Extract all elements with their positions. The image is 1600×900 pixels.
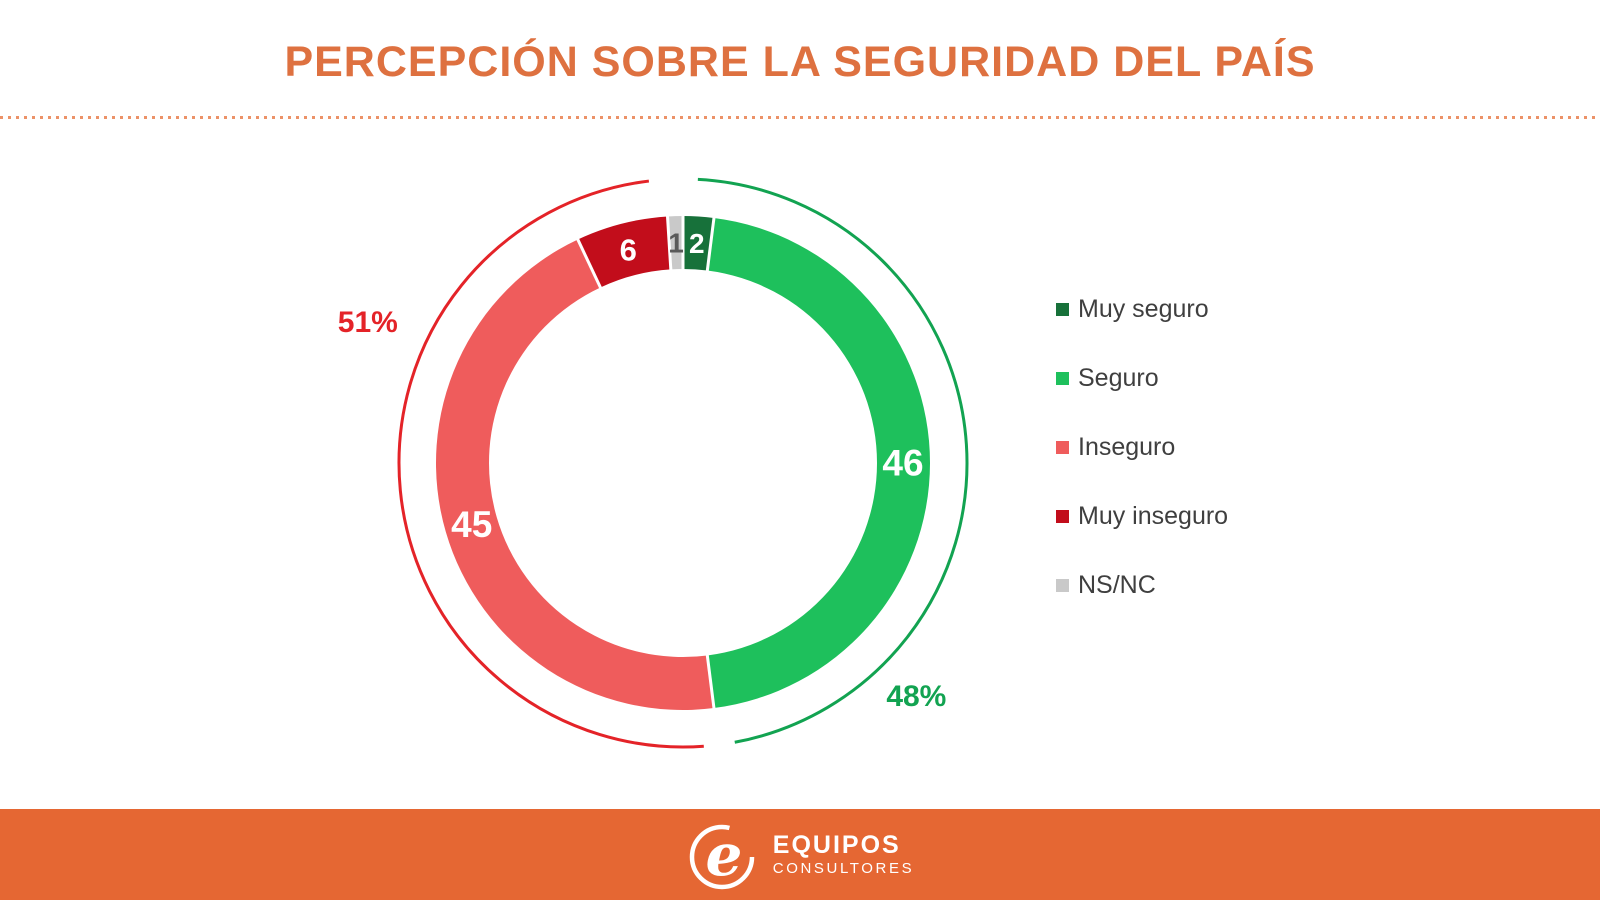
summary-arc-percent-label: 51% xyxy=(338,306,398,339)
slice-separator xyxy=(575,237,603,290)
slice-separator xyxy=(705,215,716,273)
donut-slice-seguro xyxy=(707,217,930,709)
summary-arc-percent-label: 48% xyxy=(886,680,946,713)
brand-name: EQUIPOS xyxy=(772,831,901,859)
brand-lockup: e EQUIPOS CONSULTORES xyxy=(686,817,914,893)
page-title: PERCEPCIÓN SOBRE LA SEGURIDAD DEL PAÍS xyxy=(284,38,1316,86)
slice-separator xyxy=(665,214,673,272)
legend-item-muy-inseguro: Muy inseguro xyxy=(1056,501,1228,531)
legend-item-inseguro: Inseguro xyxy=(1056,432,1228,462)
donut-slice-inseguro xyxy=(436,239,714,710)
slice-separator xyxy=(705,653,716,711)
summary-arc xyxy=(697,177,969,744)
donut-slice-muy-inseguro xyxy=(577,216,671,288)
slice-value-label: 45 xyxy=(451,504,492,545)
legend-label: Seguro xyxy=(1078,363,1159,392)
script-e-glyph: e xyxy=(705,821,742,889)
donut-slice-muy-seguro xyxy=(683,216,714,271)
slice-value-label: 6 xyxy=(620,232,637,267)
legend-swatch xyxy=(1056,302,1069,316)
chart-legend: Muy seguro Seguro Inseguro Muy inseguro NS/N… xyxy=(1056,294,1228,639)
brand-subtitle: CONSULTORES xyxy=(772,860,915,878)
legend-label: Inseguro xyxy=(1078,432,1176,461)
slice-value-label: 1 xyxy=(668,228,684,259)
legend-item-ns-nc: NS/NC xyxy=(1056,570,1228,600)
legend-item-seguro: Seguro xyxy=(1056,363,1228,393)
legend-swatch xyxy=(1056,509,1069,523)
footer-bar: e EQUIPOS CONSULTORES xyxy=(0,809,1600,900)
brand-text: EQUIPOS CONSULTORES xyxy=(773,832,914,877)
slice-value-label: 2 xyxy=(689,228,705,259)
legend-label: Muy seguro xyxy=(1078,294,1209,323)
legend-swatch xyxy=(1056,578,1069,592)
legend-item-muy-seguro: Muy seguro xyxy=(1056,294,1228,324)
slice-value-label: 46 xyxy=(882,443,923,484)
legend-swatch xyxy=(1056,440,1069,454)
equipos-script-e-logo: e xyxy=(689,821,755,889)
legend-swatch xyxy=(1056,371,1069,385)
summary-arc xyxy=(397,179,704,749)
legend-label: Muy inseguro xyxy=(1078,501,1229,530)
dotted-divider xyxy=(0,116,1600,119)
legend-label: NS/NC xyxy=(1078,570,1156,599)
